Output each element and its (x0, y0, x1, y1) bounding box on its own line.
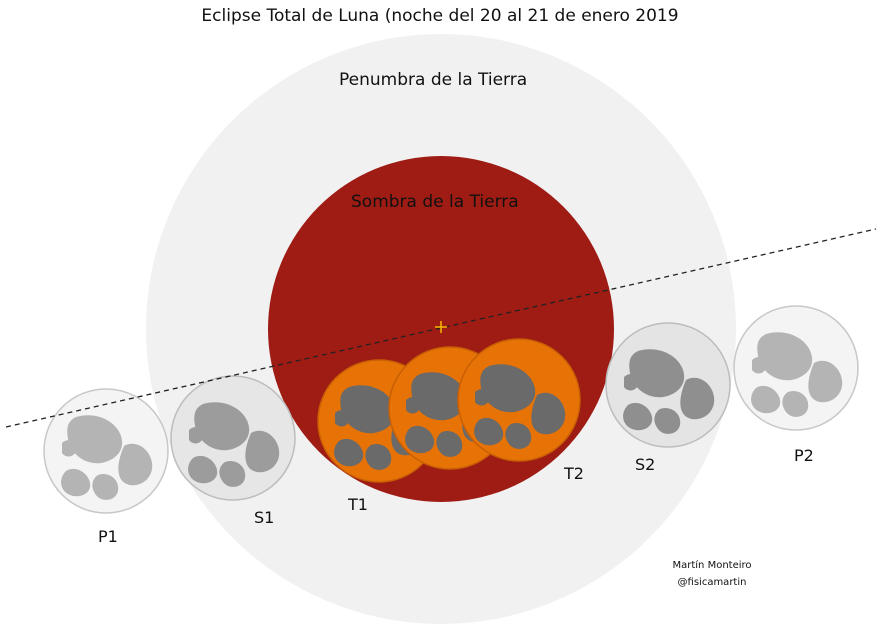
center-cross-icon (435, 321, 447, 333)
umbra-label: Sombra de la Tierra (351, 192, 519, 212)
phase-label-t1: T1 (348, 495, 368, 514)
moon-path-line (5, 228, 877, 428)
diagram-title: Eclipse Total de Luna (noche del 20 al 2… (201, 6, 679, 26)
phase-label-s1: S1 (254, 508, 275, 527)
credit-handle: @fisicamartin (677, 577, 747, 588)
moon-p2 (733, 305, 859, 431)
moon-t2 (457, 338, 581, 462)
credit-author: Martín Monteiro (672, 560, 752, 571)
moon-s1 (170, 375, 296, 501)
penumbra-label: Penumbra de la Tierra (339, 70, 528, 90)
phase-label-p1: P1 (98, 527, 118, 546)
moon-s2 (605, 322, 731, 448)
phase-label-t2: T2 (564, 464, 584, 483)
phase-label-s2: S2 (635, 455, 656, 474)
moon-p1 (43, 388, 169, 514)
credit-block: Martín Monteiro @fisicamartin (662, 557, 762, 591)
phase-label-p2: P2 (794, 446, 814, 465)
